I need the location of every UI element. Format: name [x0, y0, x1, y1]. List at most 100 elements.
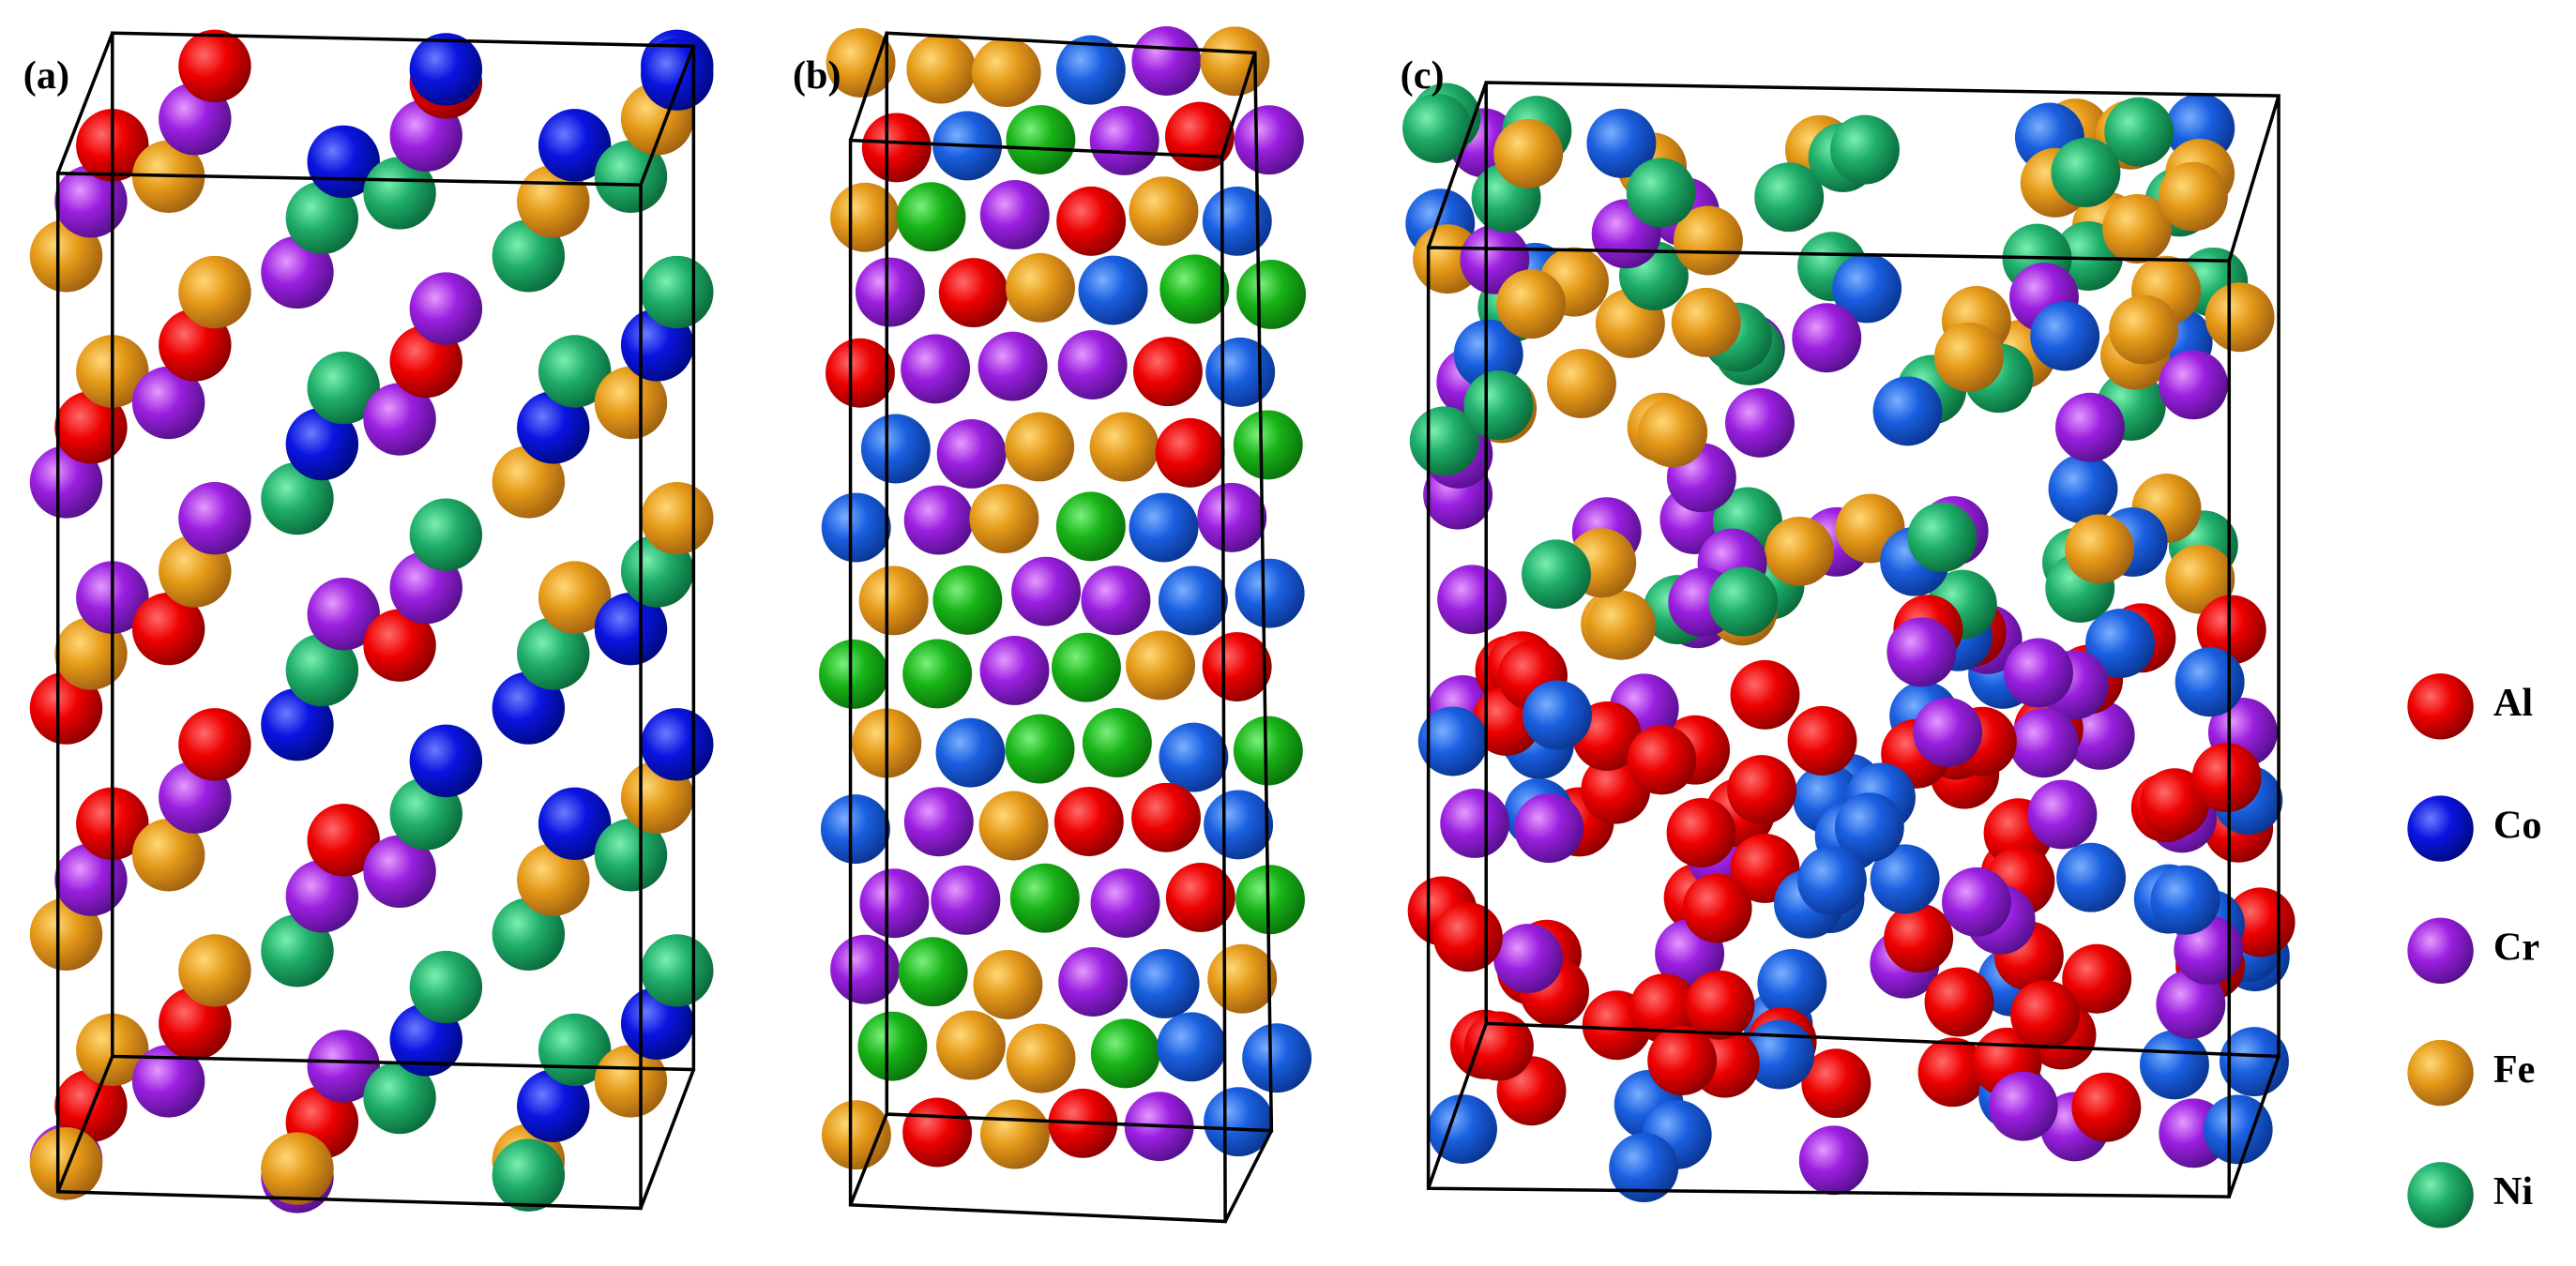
atom [2055, 392, 2125, 462]
atom [1884, 903, 1954, 973]
atom [1941, 867, 2011, 937]
legend-swatch [2407, 673, 2474, 740]
atom [363, 609, 436, 682]
atom [641, 481, 714, 555]
atom [131, 1045, 205, 1118]
atom [1129, 176, 1199, 247]
atom [178, 29, 251, 103]
atom [54, 165, 128, 238]
atom [492, 219, 566, 293]
atom [517, 391, 590, 464]
atom [855, 257, 925, 327]
atom [1081, 565, 1151, 636]
atom [826, 28, 896, 98]
atom [861, 113, 932, 183]
atom [307, 804, 380, 877]
atom [285, 633, 359, 707]
atom [1609, 1133, 1679, 1203]
atom [1463, 1011, 1534, 1081]
atom [1078, 255, 1148, 325]
atom [1514, 793, 1584, 864]
atom [1159, 722, 1229, 792]
atom [594, 140, 668, 214]
atom [1057, 330, 1128, 399]
atom [1056, 186, 1127, 256]
atom [641, 934, 714, 1007]
atom [492, 671, 566, 745]
atom [857, 1011, 928, 1081]
atom [1090, 1018, 1160, 1089]
atom [2102, 194, 2173, 264]
atom [1493, 118, 1564, 188]
atom [1197, 482, 1267, 552]
atom [409, 272, 483, 345]
atom [2140, 768, 2210, 838]
atom [29, 897, 103, 971]
atom [363, 1061, 436, 1135]
atom [1428, 1094, 1497, 1165]
atom [363, 835, 436, 909]
atom [1242, 1023, 1312, 1093]
atom [1234, 105, 1304, 175]
atom [2008, 708, 2079, 778]
atom [29, 671, 103, 745]
atom [1547, 349, 1616, 418]
atom [1417, 706, 1488, 776]
atom [896, 182, 966, 252]
atom [1792, 303, 1862, 373]
atom [1207, 943, 1278, 1014]
atom [973, 950, 1043, 1019]
atom [594, 592, 668, 666]
atom [2205, 282, 2275, 353]
atom [1052, 632, 1121, 702]
atom [29, 219, 103, 293]
atom [1006, 252, 1075, 323]
atom [409, 33, 483, 106]
atom [1200, 26, 1270, 97]
atom [858, 565, 929, 636]
atom [979, 635, 1050, 705]
atom [1913, 697, 1983, 767]
atom [2065, 514, 2134, 584]
atom [1463, 370, 1534, 441]
atom [178, 481, 251, 555]
atom [1907, 503, 1977, 572]
atom [901, 334, 971, 404]
atom [1058, 947, 1129, 1017]
legend-label: Fe [2493, 1047, 2536, 1092]
atom [1131, 26, 1202, 96]
atom [1132, 337, 1203, 407]
atom [2051, 138, 2121, 207]
atom [285, 407, 359, 481]
atom [1202, 632, 1272, 701]
atom [1005, 714, 1075, 784]
atom [363, 383, 436, 456]
atom [1129, 948, 1200, 1018]
atom [261, 914, 334, 987]
atom [2150, 865, 2220, 935]
atom [178, 708, 251, 781]
atom [1685, 970, 1755, 1040]
atom [2165, 544, 2235, 614]
atom [2156, 969, 2226, 1039]
atom [1055, 491, 1126, 562]
atom [978, 791, 1049, 861]
atom [261, 461, 334, 535]
atom [1236, 260, 1307, 329]
panel-label: (b) [793, 53, 841, 98]
atom [830, 934, 901, 1004]
atom [1730, 659, 1800, 730]
atom [1005, 412, 1075, 482]
legend-label: Co [2493, 803, 2542, 847]
atom [1204, 1087, 1274, 1157]
atom [1205, 337, 1276, 407]
atom [1586, 108, 1657, 178]
legend-label: Cr [2493, 926, 2539, 970]
atom [517, 617, 590, 690]
legend-label: Ni [2493, 1169, 2534, 1213]
atom [1402, 93, 1472, 163]
atom [307, 351, 380, 425]
atom [492, 445, 566, 519]
atom [902, 639, 973, 709]
